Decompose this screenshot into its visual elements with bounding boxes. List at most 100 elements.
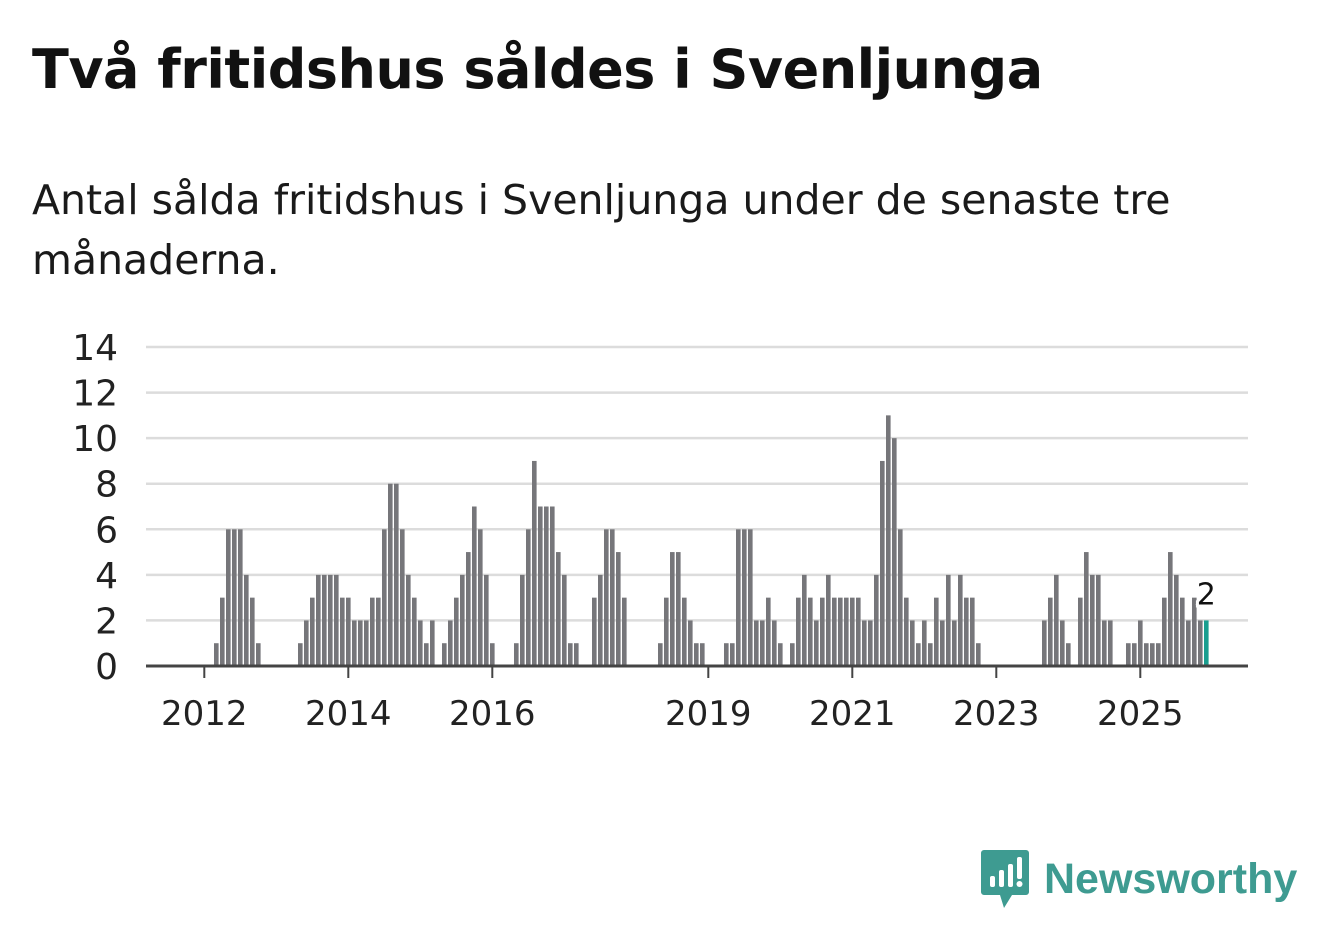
bar xyxy=(1162,597,1167,666)
bar xyxy=(238,529,243,666)
bar xyxy=(556,552,561,666)
bar xyxy=(400,529,405,666)
bar xyxy=(934,597,939,666)
bar xyxy=(520,574,525,666)
bar xyxy=(550,506,555,666)
bar xyxy=(322,574,327,666)
bar xyxy=(454,597,459,666)
bar xyxy=(412,597,417,666)
bar xyxy=(448,620,453,666)
bar xyxy=(364,620,369,666)
bar xyxy=(226,529,231,666)
bar xyxy=(1084,552,1089,666)
bar xyxy=(880,460,885,666)
bar xyxy=(778,643,783,666)
bar xyxy=(526,529,531,666)
bar xyxy=(1192,597,1197,666)
annotation-label: 2 xyxy=(1197,577,1216,612)
bar xyxy=(898,529,903,666)
bar xyxy=(700,643,705,666)
bar xyxy=(964,597,969,666)
bar xyxy=(514,643,519,666)
bar xyxy=(478,529,483,666)
bar xyxy=(952,620,957,666)
brand-logo: Newsworthy xyxy=(980,848,1297,910)
bar xyxy=(616,552,621,666)
bar xyxy=(346,597,351,666)
bar xyxy=(1198,620,1203,666)
bar xyxy=(370,597,375,666)
bar xyxy=(1174,574,1179,666)
bar xyxy=(394,483,399,666)
x-tick-label: 2019 xyxy=(665,694,752,734)
bar xyxy=(328,574,333,666)
bar xyxy=(250,597,255,666)
bar xyxy=(868,620,873,666)
bar xyxy=(928,643,933,666)
bar xyxy=(814,620,819,666)
bar xyxy=(958,574,963,666)
bar xyxy=(220,597,225,666)
bar xyxy=(604,529,609,666)
bar xyxy=(766,597,771,666)
bar xyxy=(466,552,471,666)
bar xyxy=(694,643,699,666)
bar xyxy=(490,643,495,666)
x-tick-label: 2012 xyxy=(161,694,248,734)
bar xyxy=(1042,620,1047,666)
bar xyxy=(1132,643,1137,666)
bar xyxy=(544,506,549,666)
bar xyxy=(598,574,603,666)
bar xyxy=(1144,643,1149,666)
bar xyxy=(214,643,219,666)
chart-title: Två fritidshus såldes i Svenljunga xyxy=(32,38,1043,101)
bar xyxy=(460,574,465,666)
bar xyxy=(538,506,543,666)
bar xyxy=(790,643,795,666)
bar xyxy=(1180,597,1185,666)
y-tick-label: 10 xyxy=(72,419,118,460)
bar xyxy=(946,574,951,666)
bar xyxy=(1102,620,1107,666)
bar xyxy=(358,620,363,666)
bar xyxy=(940,620,945,666)
bar xyxy=(298,643,303,666)
x-tick-label: 2014 xyxy=(305,694,392,734)
bar xyxy=(682,597,687,666)
y-tick-label: 8 xyxy=(95,465,118,506)
bar xyxy=(532,460,537,666)
bar xyxy=(826,574,831,666)
bar xyxy=(610,529,615,666)
bar xyxy=(844,597,849,666)
bar xyxy=(592,597,597,666)
bar xyxy=(886,415,891,666)
bar xyxy=(376,597,381,666)
y-tick-label: 4 xyxy=(95,556,118,597)
bar xyxy=(1054,574,1059,666)
bar xyxy=(1150,643,1155,666)
bar xyxy=(1048,597,1053,666)
bar xyxy=(442,643,447,666)
bar xyxy=(472,506,477,666)
x-tick-label: 2021 xyxy=(809,694,896,734)
y-tick-label: 2 xyxy=(95,601,118,642)
bar xyxy=(1186,620,1191,666)
y-tick-label: 0 xyxy=(95,647,118,688)
bar xyxy=(892,438,897,666)
bar xyxy=(856,597,861,666)
bar xyxy=(874,574,879,666)
bar xyxy=(244,574,249,666)
bar xyxy=(352,620,357,666)
bar xyxy=(334,574,339,666)
bar xyxy=(748,529,753,666)
bar xyxy=(304,620,309,666)
bar xyxy=(562,574,567,666)
bar xyxy=(316,574,321,666)
bar xyxy=(418,620,423,666)
bar xyxy=(970,597,975,666)
y-tick-label: 6 xyxy=(95,510,118,551)
bar xyxy=(910,620,915,666)
bar xyxy=(808,597,813,666)
